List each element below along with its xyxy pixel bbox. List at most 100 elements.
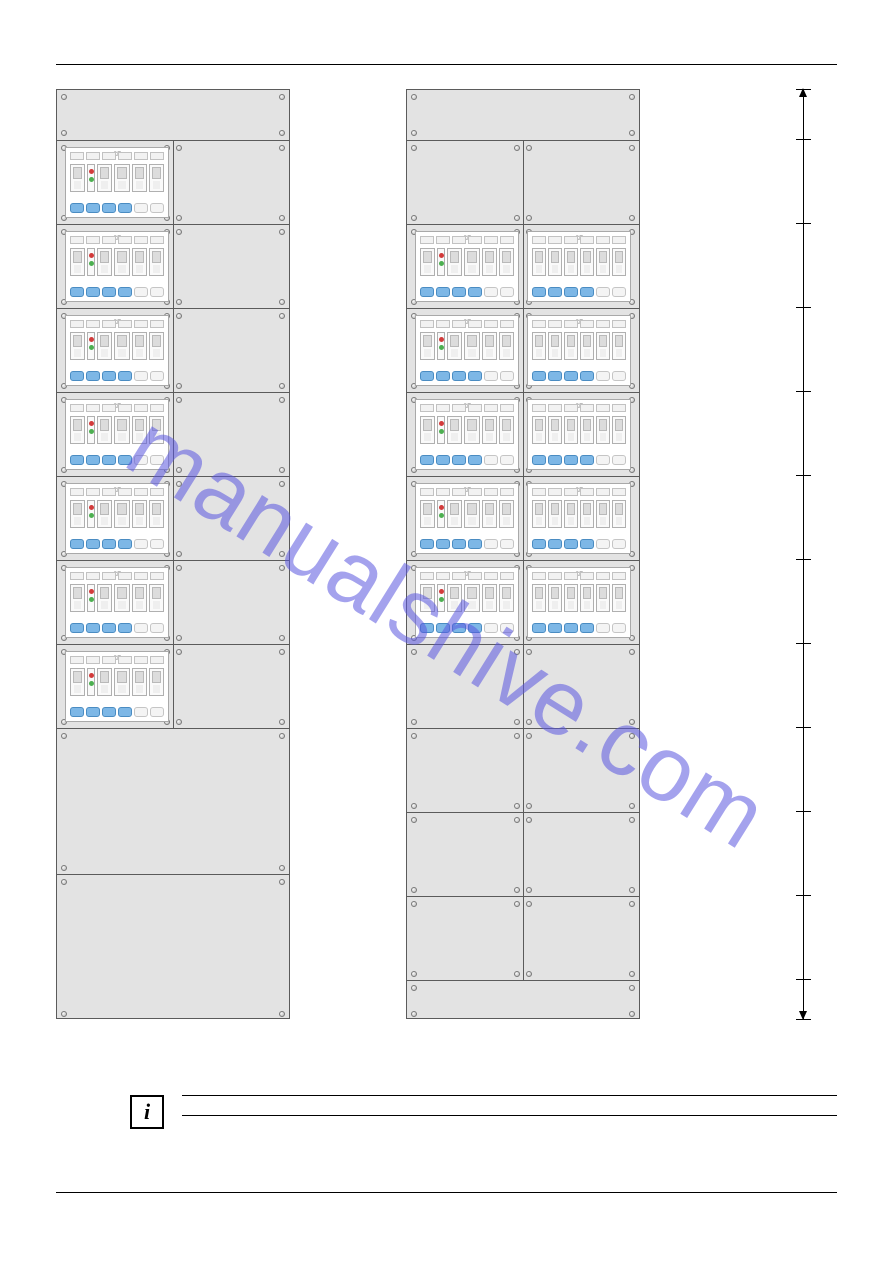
module-label [70,488,84,496]
module-label [436,236,450,244]
screw-icon [411,94,417,100]
cabinet-panel: CE [57,560,289,644]
terminal-port [564,623,578,633]
breaker-switch [420,500,435,528]
terminal-port [612,371,626,381]
module-label [580,236,594,244]
cabinet-panel: CE [57,392,289,476]
screw-icon [279,719,285,725]
terminal-port [500,287,514,297]
module-label-row [420,488,514,496]
module-label-row [70,488,164,496]
screw-icon [279,565,285,571]
module-switch-row [420,248,514,276]
terminal-port [452,371,466,381]
screw-icon [629,719,635,725]
module-label [500,236,514,244]
module-label [150,320,164,328]
breaker-switch [499,500,514,528]
screw-icon [176,467,182,473]
module-label-row [420,320,514,328]
module-label-row [420,404,514,412]
terminal-port [70,707,84,717]
module-label [612,404,626,412]
screw-icon [176,719,182,725]
panel-divider [173,393,174,476]
module-label [436,488,450,496]
screw-icon [279,94,285,100]
breaker-module: CE [415,399,519,470]
breaker-switch [482,332,497,360]
breaker-switch [132,164,147,192]
module-label [532,404,546,412]
cabinet-panel: CECE [407,224,639,308]
terminal-port [532,623,546,633]
screw-icon [279,551,285,557]
screw-icon [411,887,417,893]
module-label [150,656,164,664]
screw-icon [176,481,182,487]
terminal-port [150,287,164,297]
module-label [86,236,100,244]
terminal-port [134,539,148,549]
screw-icon [279,229,285,235]
module-label [134,656,148,664]
screw-icon [279,649,285,655]
screw-icon [629,901,635,907]
module-port-row [420,623,514,633]
module-label [70,152,84,160]
terminal-port [436,623,450,633]
terminal-port [150,203,164,213]
breaker-module: CE [65,483,169,554]
screw-icon [629,803,635,809]
breaker-switch [564,500,578,528]
screw-icon [411,901,417,907]
terminal-port [484,539,498,549]
breaker-switch [596,248,610,276]
module-switch-row [70,584,164,612]
breaker-switch [149,164,164,192]
module-label [596,488,610,496]
module-label [532,320,546,328]
terminal-port [580,539,594,549]
module-label [420,320,434,328]
terminal-port [118,539,132,549]
terminal-port [102,371,116,381]
panel-divider [173,141,174,224]
note-text-2 [182,1131,837,1135]
diagram-area: CECECECECECECE CECECECECECECECECECE [56,89,837,1029]
screw-icon [279,313,285,319]
panel-divider [523,561,524,644]
breaker-module: CE [527,315,631,386]
breaker-switch [70,668,85,696]
module-label-row [532,236,626,244]
module-switch-row [420,500,514,528]
breaker-switch [97,500,112,528]
cabinet-panel [407,728,639,812]
breaker-switch [580,500,594,528]
cabinet-panel: CE [57,644,289,728]
terminal-port [420,371,434,381]
terminal-port [532,371,546,381]
module-label [612,236,626,244]
terminal-port [102,707,116,717]
scale-tick [796,307,811,308]
terminal-port [70,455,84,465]
module-label [612,488,626,496]
breaker-module: CE [527,231,631,302]
scale-line [803,89,804,1019]
screw-icon [514,971,520,977]
terminal-port [484,623,498,633]
breaker-switch [132,332,147,360]
cabinet-panel [407,90,639,140]
module-port-row [420,455,514,465]
scale-tick [796,727,811,728]
terminal-port [580,371,594,381]
breaker-switch [612,584,626,612]
terminal-port [436,371,450,381]
cabinet-panel: CECE [407,560,639,644]
breaker-switch [70,164,85,192]
terminal-port [134,455,148,465]
module-label [86,572,100,580]
cabinet-panel: CE [57,224,289,308]
